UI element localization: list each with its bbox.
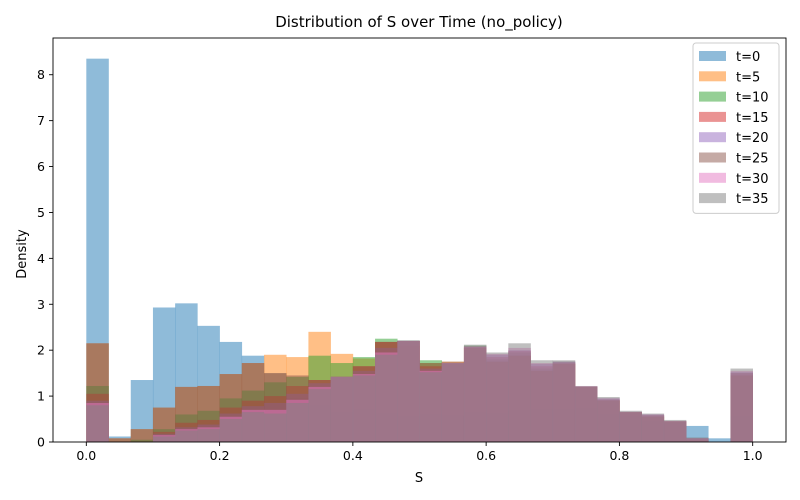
legend-entry: t=5 — [736, 70, 760, 85]
legend-entry: t=10 — [736, 91, 769, 106]
bar — [552, 360, 576, 442]
bar — [197, 429, 220, 442]
bar — [641, 413, 665, 442]
legend-swatch — [699, 51, 726, 61]
bar — [108, 438, 131, 442]
legend: t=0 t=5 t=10 t=15 t=20 t=25 t=30 t=35 — [692, 42, 780, 214]
legend-swatch — [699, 132, 726, 143]
y-tick-label: 4 — [37, 251, 45, 266]
bar — [730, 368, 753, 442]
bar — [397, 340, 420, 442]
legend-swatch — [699, 71, 726, 82]
bar — [241, 412, 265, 442]
legend-swatch — [699, 91, 726, 102]
legend-entry: t=0 — [736, 50, 760, 65]
y-tick-label: 5 — [37, 205, 45, 220]
bar — [286, 402, 309, 442]
y-tick-label: 2 — [37, 343, 45, 358]
bar — [574, 385, 598, 442]
bar — [219, 419, 243, 442]
legend-swatch — [699, 152, 726, 163]
y-tick-label: 1 — [37, 389, 45, 404]
bar — [86, 405, 109, 442]
legend-swatch — [699, 172, 726, 183]
bar — [308, 389, 331, 442]
y-tick-label: 6 — [37, 159, 45, 174]
bar — [486, 352, 509, 442]
bar — [663, 419, 687, 442]
x-tick-label: 0.2 — [210, 448, 230, 463]
bar — [130, 429, 154, 442]
x-tick-label: 0.8 — [609, 448, 629, 463]
bar — [130, 380, 154, 442]
bar — [175, 386, 198, 442]
axes-layer: 0.0 0.2 0.4 0.6 0.8 1.0 0 1 2 3 4 5 6 7 8 — [37, 37, 787, 463]
bar — [152, 436, 176, 442]
bar — [597, 397, 620, 442]
y-axis-label: Density — [15, 229, 30, 279]
bar — [508, 343, 531, 442]
y-tick-label: 3 — [37, 297, 45, 312]
bar — [686, 437, 709, 442]
legend-entry: t=15 — [736, 111, 769, 126]
bar — [419, 372, 442, 442]
bar — [375, 354, 398, 442]
bar — [441, 363, 465, 442]
legend-swatch — [699, 193, 726, 204]
legend-entry: t=20 — [736, 131, 769, 146]
chart-title: Distribution of S over Time (no_policy) — [275, 13, 563, 32]
bar — [619, 410, 642, 442]
x-tick-label: 1.0 — [743, 448, 763, 463]
x-tick-label: 0.6 — [476, 448, 496, 463]
legend-entry: t=35 — [736, 192, 769, 207]
bar — [175, 430, 198, 442]
series-t-35 — [86, 340, 753, 442]
y-tick-label: 8 — [37, 67, 45, 82]
legend-box — [692, 42, 780, 214]
bar — [463, 344, 487, 442]
plot-frame — [52, 37, 787, 443]
legend-entry: t=30 — [736, 172, 769, 187]
bar — [530, 360, 554, 442]
x-tick-label: 0.4 — [343, 448, 363, 463]
x-axis-label: S — [415, 471, 423, 486]
bars-layer — [86, 58, 753, 442]
bar — [330, 376, 354, 442]
y-tick-label: 0 — [37, 435, 45, 450]
legend-swatch — [699, 111, 726, 122]
y-tick-label: 7 — [37, 113, 45, 128]
bar — [152, 407, 176, 442]
bar — [708, 438, 731, 442]
bar — [264, 413, 287, 442]
bar — [352, 375, 376, 442]
x-tick-label: 0.0 — [76, 448, 96, 463]
legend-entry: t=25 — [736, 152, 769, 167]
